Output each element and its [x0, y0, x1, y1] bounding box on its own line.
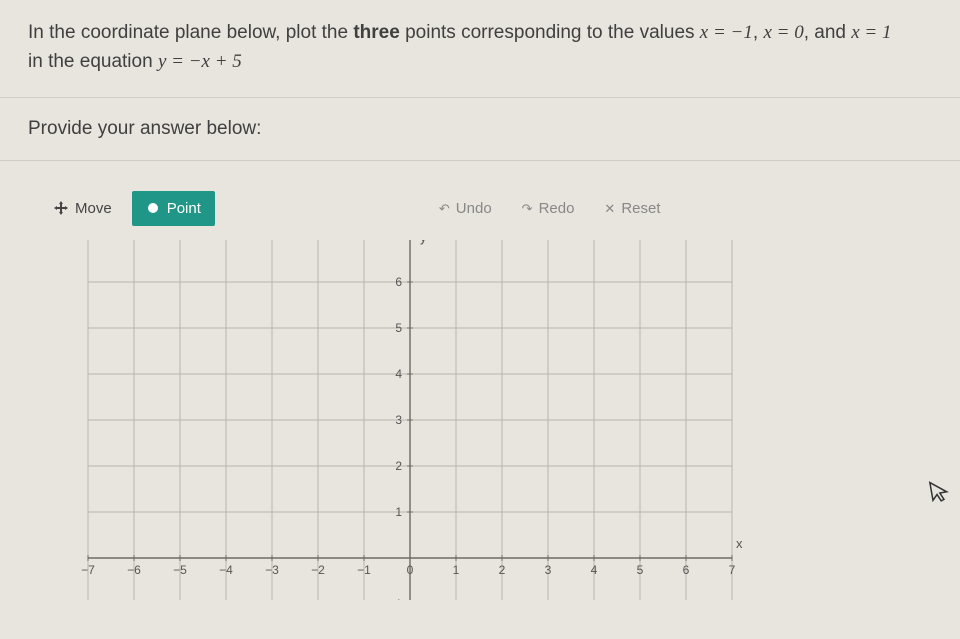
- svg-text:7: 7: [395, 240, 402, 243]
- redo-label: Redo: [539, 200, 575, 217]
- question-text-1: In the coordinate plane below, plot the: [28, 22, 353, 43]
- reset-label: Reset: [621, 200, 660, 217]
- svg-text:3: 3: [395, 413, 402, 427]
- svg-text:−3: −3: [265, 563, 279, 577]
- svg-text:−7: −7: [81, 563, 95, 577]
- svg-text:5: 5: [395, 321, 402, 335]
- question-text-2: points corresponding to the values: [400, 22, 700, 43]
- svg-text:5: 5: [637, 563, 644, 577]
- move-label: Move: [75, 200, 112, 217]
- svg-text:1: 1: [395, 505, 402, 519]
- point-label: Point: [167, 200, 201, 217]
- redo-button[interactable]: ↷ Redo: [510, 192, 587, 225]
- move-tool-button[interactable]: Move: [40, 191, 126, 226]
- reset-button[interactable]: ✕ Reset: [592, 192, 672, 225]
- svg-text:−6: −6: [127, 563, 141, 577]
- svg-text:1: 1: [453, 563, 460, 577]
- reset-icon: ✕: [604, 202, 615, 215]
- svg-text:−4: −4: [219, 563, 233, 577]
- workspace: Move Point ↶ Undo ↷ Redo ✕ Reset −7 −6 −5 −…: [0, 161, 960, 600]
- question-prompt: In the coordinate plane below, plot the …: [0, 0, 960, 98]
- svg-text:6: 6: [683, 563, 690, 577]
- undo-button[interactable]: ↶ Undo: [427, 192, 504, 225]
- point-tool-button[interactable]: Point: [132, 191, 215, 226]
- coordinate-plane[interactable]: −7−6−5−4−3−2−101234567−11234567xy: [60, 240, 780, 600]
- svg-text:4: 4: [395, 367, 402, 381]
- point-icon: [146, 201, 160, 215]
- move-icon: [54, 201, 68, 215]
- eq-main: y = −x + 5: [158, 51, 242, 72]
- eq-x-1: x = 1: [851, 22, 891, 43]
- eq-x-neg1: x = −1: [700, 22, 753, 43]
- question-bold: three: [353, 22, 399, 43]
- svg-text:−5: −5: [173, 563, 187, 577]
- svg-text:6: 6: [395, 275, 402, 289]
- svg-text:−2: −2: [311, 563, 325, 577]
- svg-text:4: 4: [591, 563, 598, 577]
- svg-text:2: 2: [499, 563, 506, 577]
- undo-label: Undo: [456, 200, 492, 217]
- answer-label: Provide your answer below:: [0, 98, 960, 161]
- question-text-3: in the equation: [28, 51, 158, 72]
- svg-text:2: 2: [395, 459, 402, 473]
- toolbar: Move Point ↶ Undo ↷ Redo ✕ Reset: [40, 191, 920, 226]
- svg-text:−1: −1: [357, 563, 371, 577]
- redo-icon: ↷: [522, 202, 533, 215]
- svg-text:0: 0: [407, 563, 414, 577]
- svg-text:−1: −1: [388, 597, 402, 600]
- svg-text:3: 3: [545, 563, 552, 577]
- svg-text:x: x: [736, 536, 743, 551]
- svg-text:7: 7: [729, 563, 736, 577]
- eq-x-0: x = 0: [763, 22, 803, 43]
- svg-text:y: y: [420, 240, 427, 245]
- undo-icon: ↶: [439, 202, 450, 215]
- graph-svg: −7−6−5−4−3−2−101234567−11234567xy: [60, 240, 780, 600]
